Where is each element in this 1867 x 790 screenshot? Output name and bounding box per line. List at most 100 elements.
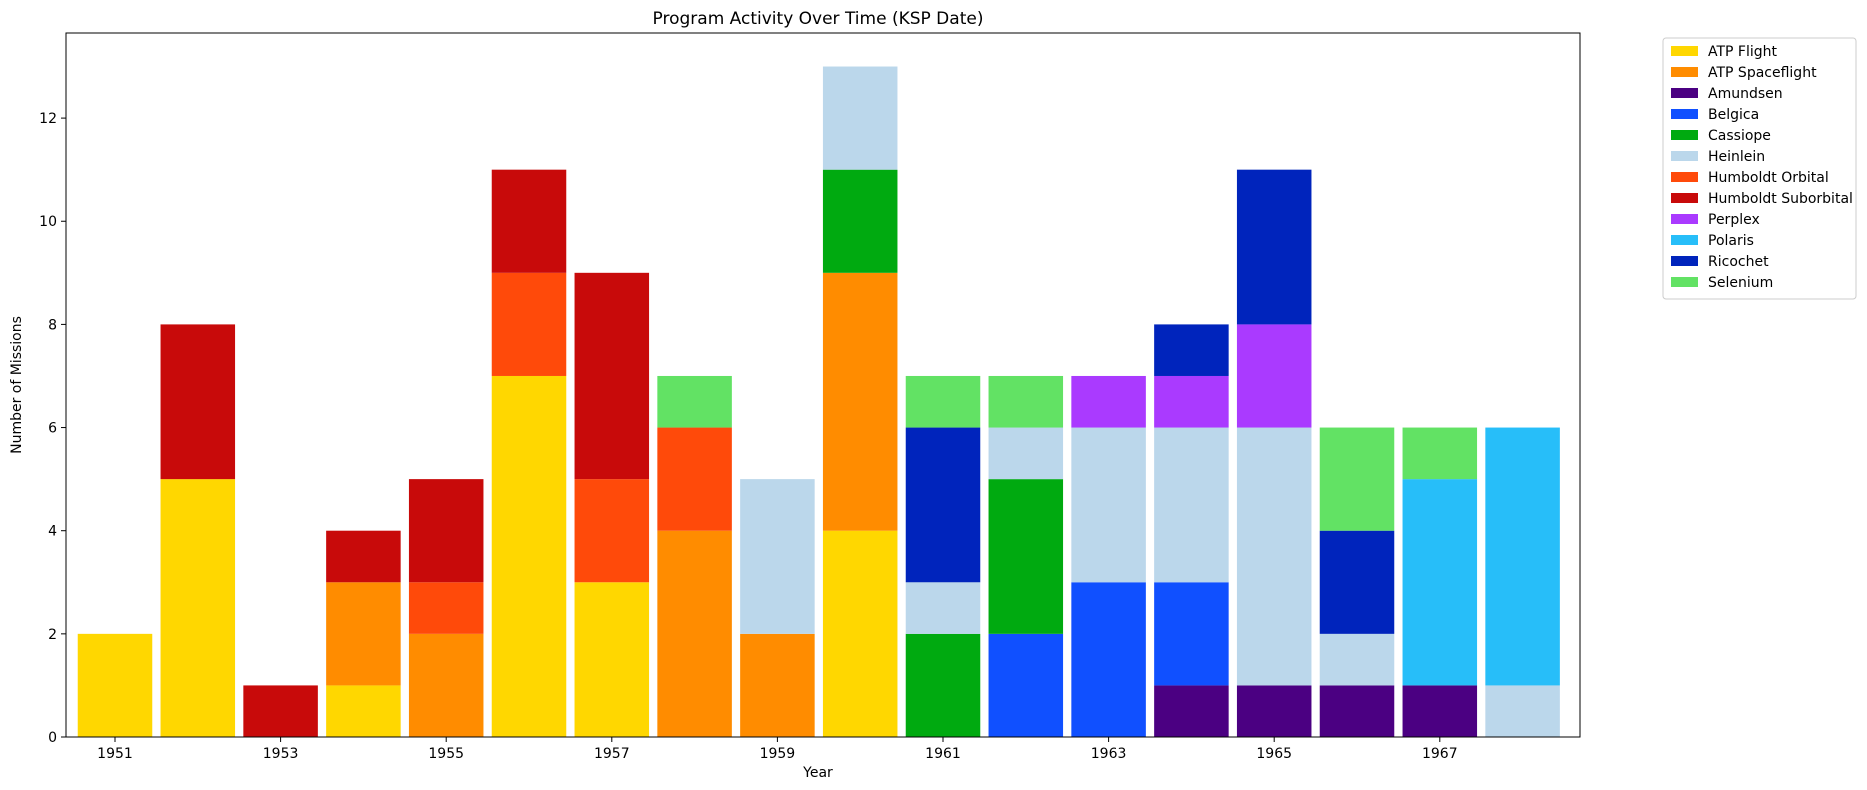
bar-segment <box>408 633 484 737</box>
legend-swatch <box>1671 193 1698 203</box>
bar-segment <box>491 169 567 273</box>
x-tick-label: 1961 <box>925 746 961 762</box>
legend-label: Ricochet <box>1708 254 1769 270</box>
legend-swatch <box>1671 130 1698 140</box>
x-tick-label: 1951 <box>97 746 133 762</box>
legend-swatch <box>1671 277 1698 287</box>
bar-segment <box>822 169 898 273</box>
x-tick-label: 1955 <box>428 746 464 762</box>
bar-segment <box>1319 427 1395 531</box>
y-tick-label: 4 <box>48 524 57 540</box>
bar-segment <box>905 375 981 428</box>
bar-segment <box>905 427 981 583</box>
legend-swatch <box>1671 109 1698 119</box>
y-tick-label: 0 <box>48 730 57 746</box>
bar-segment <box>988 479 1064 634</box>
bar-segment <box>1485 685 1560 737</box>
legend-box <box>1662 37 1857 300</box>
bar-segment <box>77 633 153 737</box>
bar-segment <box>657 427 732 531</box>
bar-segment <box>905 633 981 737</box>
bar-segment <box>1319 530 1395 634</box>
bar-segment <box>988 427 1064 480</box>
legend-swatch <box>1671 172 1698 182</box>
y-axis-label: Number of Missions <box>9 316 25 454</box>
x-tick-label: 1965 <box>1256 746 1292 762</box>
bar-segment <box>1071 375 1146 428</box>
bar-segment <box>1485 427 1560 686</box>
bar-segment <box>491 272 567 376</box>
legend-swatch <box>1671 214 1698 224</box>
x-axis-label: Year <box>802 765 833 781</box>
bar-segment <box>326 685 401 737</box>
bar-segment <box>160 479 236 737</box>
legend-swatch <box>1671 88 1698 98</box>
bar-segment <box>491 375 567 737</box>
bar-segment <box>1402 685 1478 737</box>
bar-segment <box>574 272 650 480</box>
legend-label: Amundsen <box>1708 86 1783 102</box>
bar-segment <box>740 479 815 634</box>
bar-segment <box>1071 582 1146 737</box>
plot-frame <box>65 32 1581 738</box>
y-tick-label: 8 <box>48 317 57 333</box>
bar-segment <box>988 375 1064 428</box>
x-tick-label: 1963 <box>1091 746 1127 762</box>
bar-segment <box>657 530 732 737</box>
y-tick-label: 10 <box>39 214 57 230</box>
bar-segment <box>822 272 898 531</box>
legend-label: Cassiope <box>1708 128 1771 144</box>
bar-segment <box>574 479 650 583</box>
x-tick-label: 1967 <box>1422 746 1458 762</box>
bar-segment <box>740 633 815 737</box>
legend-label: Perplex <box>1708 212 1760 228</box>
x-tick-label: 1953 <box>263 746 299 762</box>
bar-segment <box>1236 169 1312 325</box>
chart-title: Program Activity Over Time (KSP Date) <box>653 9 984 29</box>
bar-segment <box>1402 427 1478 480</box>
bar-segment <box>243 685 318 737</box>
bar-segment <box>408 479 484 583</box>
y-tick-label: 2 <box>48 627 57 643</box>
bar-segment <box>1154 324 1229 376</box>
bar-segment <box>1319 633 1395 686</box>
bar-segment <box>326 582 401 686</box>
x-tick-label: 1957 <box>594 746 630 762</box>
x-tick-label: 1959 <box>760 746 796 762</box>
bar-segment <box>822 530 898 737</box>
bar-segment <box>160 324 236 480</box>
bar-segment <box>1154 427 1229 583</box>
bar-segment <box>657 375 732 428</box>
y-tick-label: 12 <box>39 111 57 127</box>
bar-segment <box>1402 479 1478 686</box>
bar-segment <box>1154 582 1229 686</box>
bar-segment <box>1236 324 1312 428</box>
bar-segment <box>1236 685 1312 737</box>
bar-segment <box>1154 375 1229 428</box>
bar-segment <box>822 66 898 170</box>
legend-label: Humboldt Suborbital <box>1708 191 1853 207</box>
legend-label: Polaris <box>1708 233 1754 249</box>
legend-label: Heinlein <box>1708 149 1765 165</box>
y-tick-label: 6 <box>48 421 57 437</box>
bar-segment <box>1236 427 1312 686</box>
bar-segment <box>988 633 1064 737</box>
legend-swatch <box>1671 46 1698 56</box>
bar-segment <box>326 530 401 583</box>
legend-label: Humboldt Orbital <box>1708 170 1829 186</box>
plot-area: 0 2 4 6 8 10 12 1951 1953 1955 1957 1959 1961 1963 196… <box>39 32 1581 762</box>
legend-swatch <box>1671 151 1698 161</box>
legend-label: ATP Flight <box>1708 44 1778 60</box>
bar-segment <box>1154 685 1229 737</box>
bar-segment <box>1319 685 1395 737</box>
bar-segment <box>905 582 981 634</box>
legend-swatch <box>1671 67 1698 77</box>
bar-segment <box>574 582 650 737</box>
legend-swatch <box>1671 235 1698 245</box>
legend-label: Selenium <box>1708 275 1773 291</box>
legend-label: Belgica <box>1708 107 1759 123</box>
legend-label: ATP Spaceflight <box>1708 65 1817 81</box>
legend-swatch <box>1671 256 1698 266</box>
legend: ATP Flight ATP Spaceflight Amundsen Belgica… <box>1662 37 1857 300</box>
